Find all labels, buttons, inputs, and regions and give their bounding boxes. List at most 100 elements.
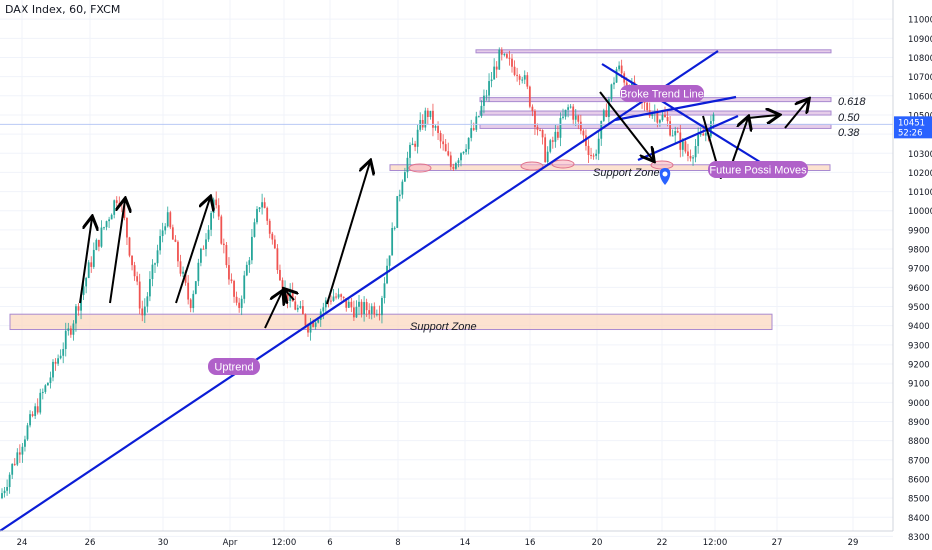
- candle-body: [18, 452, 21, 455]
- candle-body: [312, 322, 314, 327]
- candle-body: [171, 227, 174, 240]
- candle-body: [108, 219, 110, 222]
- y-tick-label: 8900: [908, 418, 930, 428]
- candle-body: [95, 239, 98, 250]
- candle-body: [8, 474, 11, 488]
- candle-body: [546, 151, 549, 162]
- candle-body: [174, 239, 177, 242]
- candle-body: [248, 260, 251, 265]
- candle-body: [661, 114, 664, 121]
- x-tick-label: 22: [657, 538, 668, 548]
- candle-body: [516, 74, 518, 76]
- fib-50-label: 0.50: [838, 112, 860, 124]
- candle-body: [620, 65, 623, 74]
- candle-body: [271, 233, 274, 240]
- candle-body: [592, 155, 595, 157]
- candle-body: [212, 199, 215, 214]
- y-tick-label: 9300: [908, 341, 930, 351]
- candle-body: [564, 109, 567, 117]
- candle-body: [69, 328, 72, 335]
- candle-body: [457, 160, 460, 164]
- candle-body: [330, 300, 332, 302]
- uptrend-label: Uptrend: [214, 362, 253, 374]
- candle-body: [240, 298, 243, 308]
- candle-body: [602, 110, 605, 121]
- candle-body: [419, 119, 422, 130]
- candle-body: [281, 280, 284, 290]
- candle-body: [353, 307, 355, 318]
- fib-band: [479, 123, 832, 129]
- fib-618-label: 0.618: [838, 96, 866, 108]
- candle-body: [72, 323, 75, 335]
- candle-body: [309, 322, 312, 333]
- candle-body: [579, 121, 582, 131]
- x-tick-label: 20: [592, 538, 603, 548]
- candle-body: [230, 279, 233, 281]
- candle-body: [485, 95, 488, 97]
- candle-body: [567, 107, 569, 110]
- candle-body: [477, 116, 480, 118]
- candle-body: [712, 114, 715, 122]
- candle-body: [470, 128, 473, 138]
- x-tick-label: 8: [395, 538, 400, 548]
- candle-body: [332, 296, 335, 301]
- candle-body: [235, 296, 238, 303]
- candle-body: [263, 202, 266, 208]
- candle-body: [268, 220, 271, 234]
- y-tick-label: 9700: [908, 265, 930, 275]
- last-price-value: 10451: [898, 118, 925, 128]
- candle-body: [541, 129, 544, 138]
- resistance-band: [475, 49, 832, 54]
- candle-body: [396, 196, 399, 228]
- candle-body: [21, 446, 24, 455]
- candle-body: [350, 301, 353, 308]
- candle-body: [115, 200, 118, 203]
- candle-body: [666, 117, 669, 122]
- x-tick-label: 6: [327, 538, 332, 548]
- candle-body: [256, 209, 258, 223]
- candle-body: [498, 49, 501, 70]
- candle-body: [100, 227, 103, 247]
- candle-body: [500, 49, 503, 55]
- candle-body: [225, 245, 228, 266]
- candle-body: [480, 105, 483, 117]
- candle-body: [143, 306, 146, 316]
- candle-body: [11, 463, 14, 475]
- candle-body: [569, 106, 572, 108]
- broke-trend-line-label: Broke Trend Line: [620, 89, 704, 101]
- candle-body: [414, 143, 416, 147]
- candle-body: [618, 65, 620, 70]
- candle-body: [26, 425, 29, 440]
- candle-body: [684, 141, 687, 152]
- candle-body: [197, 262, 200, 282]
- candle-body: [574, 115, 577, 120]
- candle-body: [13, 463, 16, 465]
- candle-body: [444, 144, 447, 152]
- candle-body: [118, 202, 121, 204]
- candle-body: [358, 301, 360, 307]
- countdown-value: 52:26: [898, 128, 923, 138]
- candle-body: [472, 128, 475, 130]
- candle-body: [184, 271, 187, 283]
- candle-body: [664, 114, 666, 118]
- candle-body: [205, 239, 207, 250]
- candle-body: [85, 277, 88, 287]
- candle-body: [258, 207, 261, 210]
- candle-body: [452, 166, 455, 169]
- candle-body: [207, 229, 210, 240]
- candle-body: [253, 222, 256, 237]
- candle-body: [656, 112, 659, 123]
- candle-body: [3, 490, 6, 494]
- candle-body: [304, 314, 307, 326]
- candle-body: [375, 314, 378, 316]
- candle-body: [582, 130, 585, 136]
- candle-body: [460, 153, 462, 161]
- candle-body: [120, 203, 123, 205]
- candle-body: [182, 271, 184, 274]
- candle-body: [49, 377, 52, 383]
- move-arrow: [747, 115, 778, 118]
- candle-body: [651, 113, 654, 117]
- candle-body: [429, 110, 432, 117]
